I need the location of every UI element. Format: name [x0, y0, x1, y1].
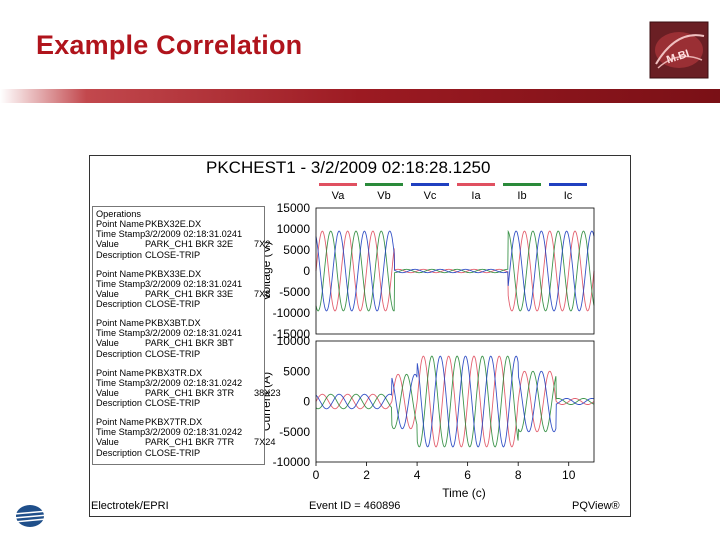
operation-field-label: Time Stamp: [96, 328, 146, 339]
legend-swatch: [319, 183, 357, 186]
y-tick-label: 0: [303, 264, 310, 278]
operation-field-value: CLOSE-TRIP: [145, 398, 201, 409]
legend-label: Va: [331, 190, 345, 202]
x-tick-label: 4: [414, 468, 421, 482]
operations-title: Operations: [96, 209, 141, 219]
operation-entry: Point Name PKBX33E.DX Time Stamp 3/2/2009 0…: [96, 268, 270, 310]
operation-field-label: Description: [96, 348, 142, 359]
operation-field-value: CLOSE-TRIP: [145, 249, 201, 260]
legend-label: Ic: [563, 190, 573, 202]
series-line: [315, 355, 595, 448]
y-tick-label: 0: [303, 395, 310, 409]
operation-field-label: Value: [96, 387, 119, 398]
footer-event-id: Event ID = 460896: [309, 500, 401, 512]
operation-tag: 7X24: [254, 437, 276, 448]
x-tick-label: 2: [363, 468, 370, 482]
operation-tag: 7X2: [254, 239, 271, 250]
operation-field-label: Description: [96, 398, 142, 409]
operation-entry: Point Name PKBX7TR.DX Time Stamp 3/2/2009 0…: [96, 417, 275, 458]
legend-swatch: [549, 183, 587, 186]
operation-field-label: Point Name: [96, 417, 145, 427]
title-rule: [0, 89, 720, 103]
operation-tag: 7X8: [254, 288, 271, 299]
operation-field-label: Description: [96, 447, 142, 458]
operation-field-label: Value: [96, 338, 119, 349]
series-line: [315, 355, 595, 448]
operation-field-label: Description: [96, 299, 142, 310]
operation-field-value: 3/2/2009 02:18:31.0242: [145, 377, 243, 388]
y-tick-label: 15000: [277, 201, 311, 215]
x-tick-label: 6: [464, 468, 471, 482]
legend-swatch: [457, 183, 495, 186]
operation-field-label: Value: [96, 239, 119, 250]
operation-field-value: PKBX7TR.DX: [145, 417, 203, 427]
chart-title: PKCHEST1 - 3/2/2009 02:18:28.1250: [206, 158, 491, 177]
x-tick-label: 10: [562, 468, 576, 482]
operation-field-value: CLOSE-TRIP: [145, 348, 201, 359]
series-line: [315, 355, 595, 448]
slide-title: Example Correlation: [36, 30, 303, 60]
operation-field-value: CLOSE-TRIP: [145, 299, 201, 310]
legend-swatch: [503, 183, 541, 186]
operation-field-label: Point Name: [96, 367, 145, 378]
electrotek-logo: [13, 505, 49, 527]
legend-label: Ib: [517, 190, 527, 202]
y-tick-label: 10000: [277, 222, 311, 236]
y-tick-label: -10000: [273, 306, 311, 320]
y-tick-label: -15000: [273, 327, 311, 341]
operation-field-value: PKBX3TR.DX: [145, 367, 203, 378]
operation-field-label: Time Stamp: [96, 278, 146, 289]
operation-field-value: 3/2/2009 02:18:31.0241: [145, 278, 243, 289]
y-tick-label: -5000: [279, 425, 310, 439]
operation-field-label: Value: [96, 288, 119, 299]
operation-field-label: Description: [96, 249, 142, 260]
legend-label: Vc: [423, 190, 437, 202]
x-tick-label: 0: [313, 468, 320, 482]
footer-source: Electrotek/EPRI: [91, 500, 169, 512]
y-tick-label: -5000: [279, 285, 310, 299]
operation-field-value: 3/2/2009 02:18:31.0241: [145, 328, 243, 339]
y-tick-label: 5000: [283, 364, 310, 378]
legend-swatch: [411, 183, 449, 186]
operation-entry: Point Name PKBX3TR.DX Time Stamp 3/2/2009 0…: [96, 367, 281, 409]
operation-field-label: Time Stamp: [96, 229, 146, 240]
plot-axes: [315, 340, 595, 463]
operation-field-value: PARK_CH1 BKR 7TR: [145, 437, 235, 448]
operation-field-label: Time Stamp: [96, 377, 146, 388]
operations-panel: Operations Point Name PKBX32E.DX Time Stam…: [92, 206, 281, 465]
operation-field-label: Point Name: [96, 318, 145, 328]
y-tick-label: 5000: [283, 243, 310, 257]
operation-entry: Point Name PKBX32E.DX Time Stamp 3/2/2009 0…: [96, 219, 270, 260]
operation-field-value: PKBX32E.DX: [145, 219, 202, 229]
operation-field-value: 3/2/2009 02:18:31.0242: [145, 427, 243, 438]
operation-field-label: Time Stamp: [96, 427, 146, 438]
y-tick-label: -10000: [273, 455, 311, 469]
operation-field-value: PARK_CH1 BKR 32E: [145, 239, 234, 250]
legend-label: Ia: [471, 190, 481, 202]
operation-field-value: PARK_CH1 BKR 3TR: [145, 387, 235, 398]
operation-field-value: PKBX3BT.DX: [145, 318, 201, 328]
brand-logo: M.BI: [649, 21, 709, 79]
series-line: [315, 230, 595, 312]
series-line: [315, 229, 595, 312]
plot-axes: [315, 207, 595, 335]
operation-tag: 38X23: [254, 387, 281, 398]
x-axis-label: Time (c): [442, 486, 486, 500]
operation-field-value: CLOSE-TRIP: [145, 447, 201, 458]
operation-field-label: Value: [96, 437, 119, 448]
y-tick-label: 10000: [277, 334, 311, 348]
operation-entry: Point Name PKBX3BT.DX Time Stamp 3/2/2009 0…: [96, 318, 266, 359]
series-line: [315, 230, 595, 312]
footer-product: PQView®: [572, 500, 620, 512]
operation-field-value: 3/2/2009 02:18:31.0241: [145, 229, 243, 240]
x-tick-label: 8: [515, 468, 522, 482]
operation-field-label: Point Name: [96, 219, 145, 229]
operation-field-value: PARK_CH1 BKR 3BT: [145, 338, 234, 349]
legend-label: Vb: [377, 190, 391, 202]
legend-swatch: [365, 183, 403, 186]
operation-field-value: PARK_CH1 BKR 33E: [145, 288, 234, 299]
operation-field-label: Point Name: [96, 268, 145, 279]
operation-field-value: PKBX33E.DX: [145, 268, 202, 279]
